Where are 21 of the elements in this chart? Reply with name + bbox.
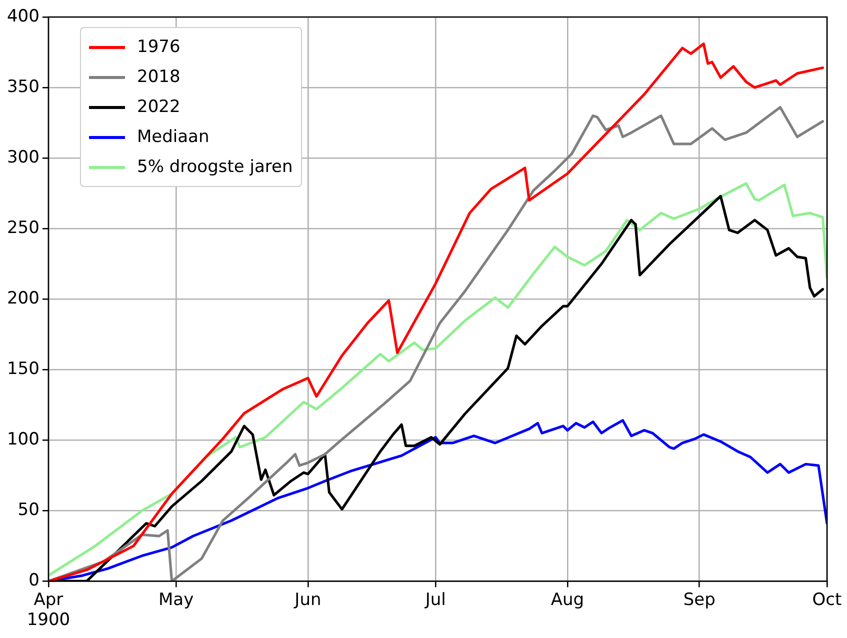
y-tick-label: 200 — [6, 288, 40, 309]
legend-label: 2022 — [137, 97, 180, 117]
x-tick-label: Oct — [812, 590, 842, 610]
y-tick-label: 350 — [6, 76, 40, 97]
y-tick-label: 150 — [6, 359, 40, 380]
legend-label: Mediaan — [137, 127, 210, 147]
y-tick-label: 100 — [6, 430, 40, 450]
legend-label: 5% droogste jaren — [137, 157, 293, 177]
y-tick-label: 400 — [6, 6, 40, 26]
x-tick-label: Jul — [424, 590, 446, 610]
x-tick-label: Jun — [294, 590, 322, 610]
y-tick-label: 300 — [6, 147, 40, 168]
legend-label: 2018 — [137, 67, 180, 87]
y-tick-label: 0 — [28, 570, 40, 591]
y-tick-label: 250 — [6, 218, 40, 238]
y-tick-label: 50 — [18, 500, 40, 520]
x-tick-label: Sep — [683, 590, 716, 610]
x-tick-label: Apr 1900 — [26, 590, 70, 630]
x-tick-label: Aug — [550, 590, 584, 610]
x-tick-label: May — [158, 590, 194, 610]
legend-label: 1976 — [137, 37, 180, 57]
